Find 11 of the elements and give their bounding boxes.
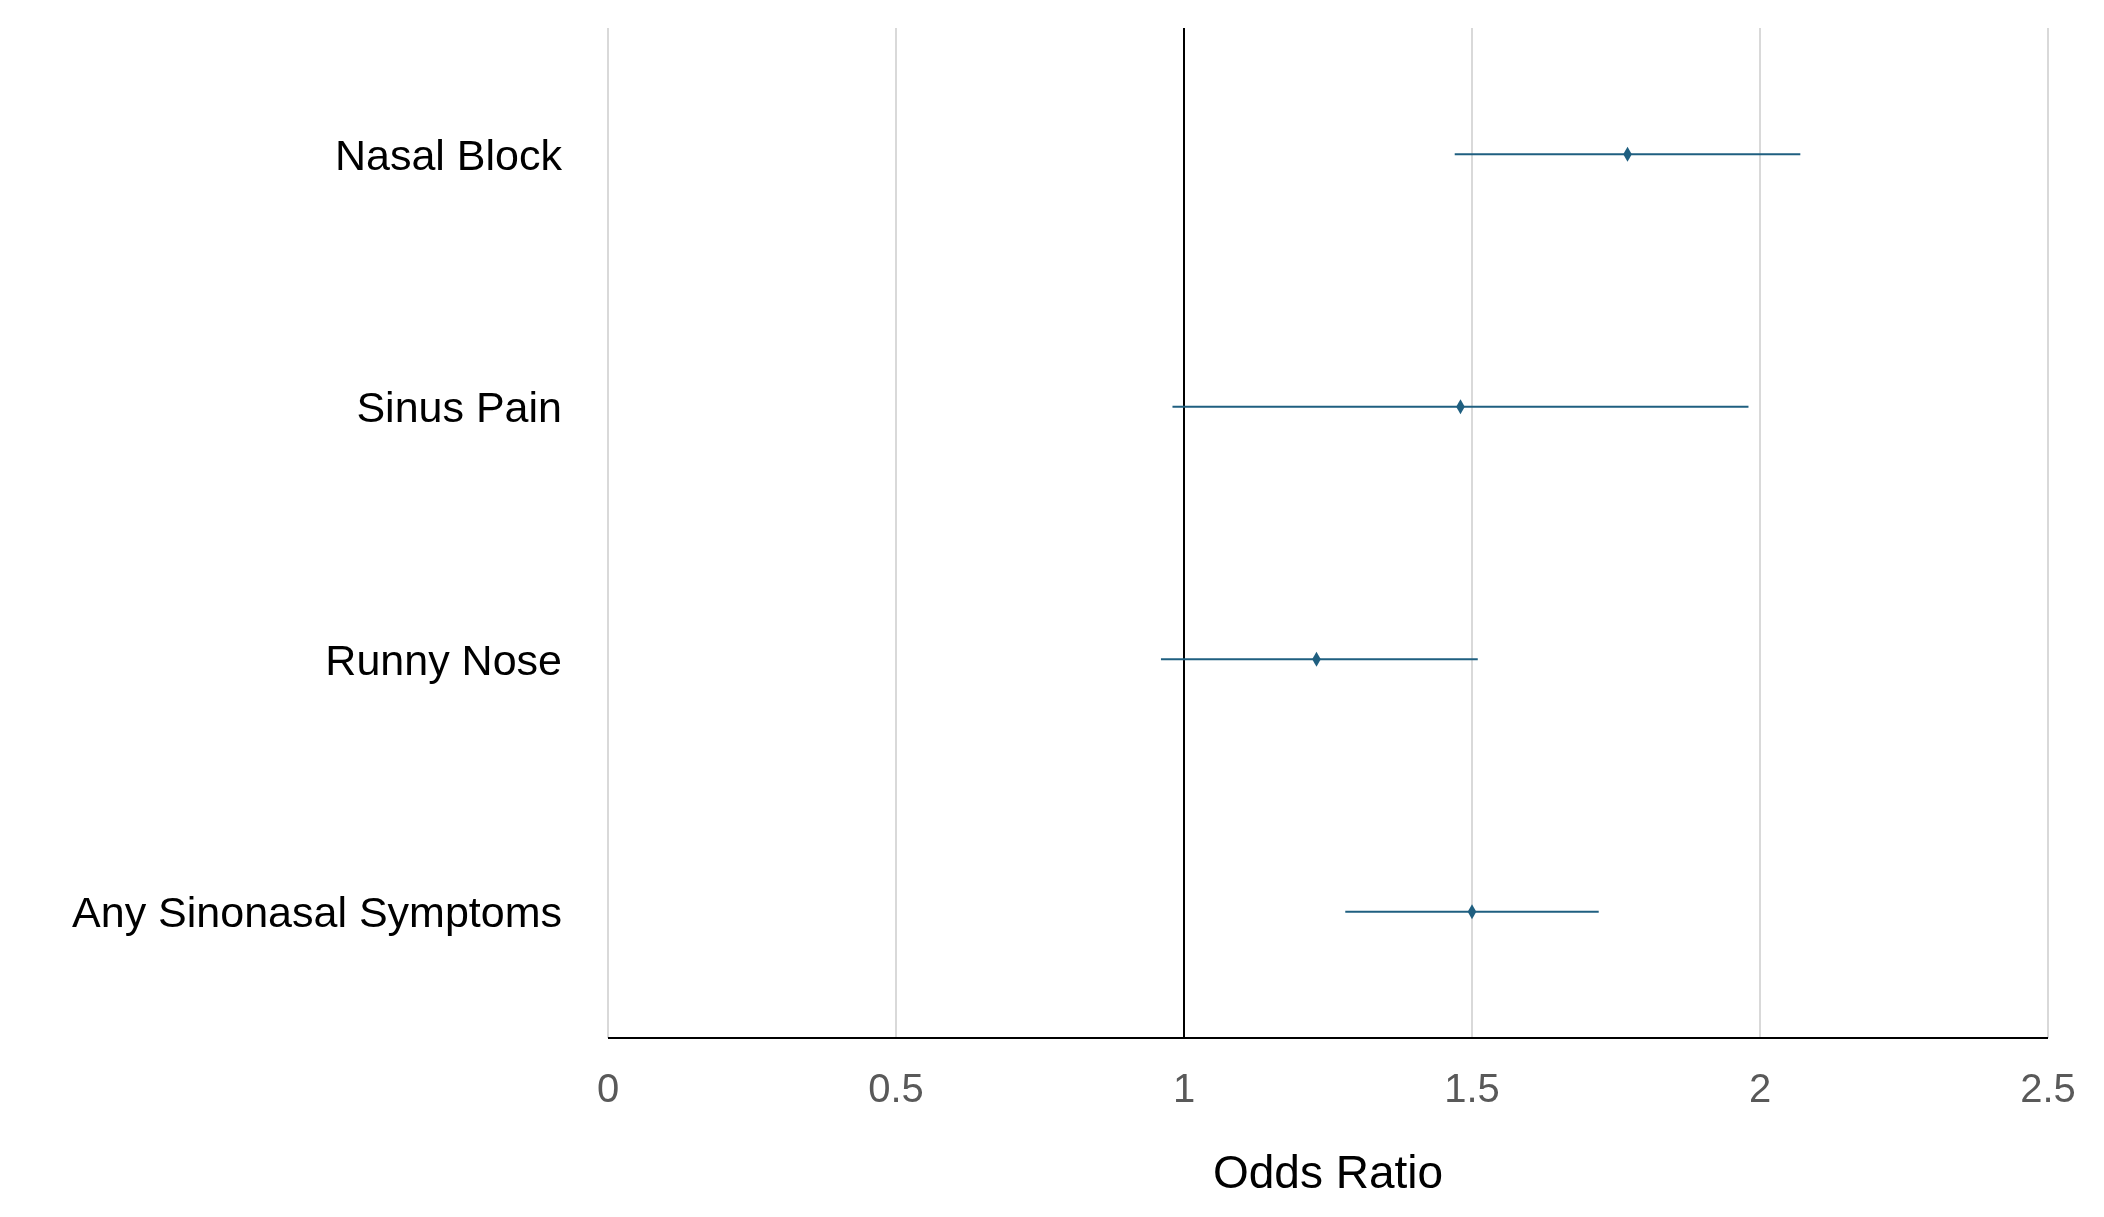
y-tick-label: Runny Nose (325, 635, 562, 684)
y-tick-label: Sinus Pain (356, 383, 562, 432)
x-tick-label: 1 (1172, 1066, 1196, 1111)
x-axis-title: Odds Ratio (1212, 1146, 1444, 1198)
x-tick-label: 0.5 (868, 1066, 924, 1111)
x-tick-label: 2 (1748, 1066, 1772, 1111)
x-tick-label: 1.5 (1444, 1066, 1500, 1111)
x-tick-label: 0 (596, 1066, 620, 1111)
y-tick-label: Nasal Block (334, 130, 563, 179)
x-tick-label: 2.5 (2020, 1066, 2076, 1111)
y-tick-label: Any Sinonasal Symptoms (72, 888, 562, 937)
